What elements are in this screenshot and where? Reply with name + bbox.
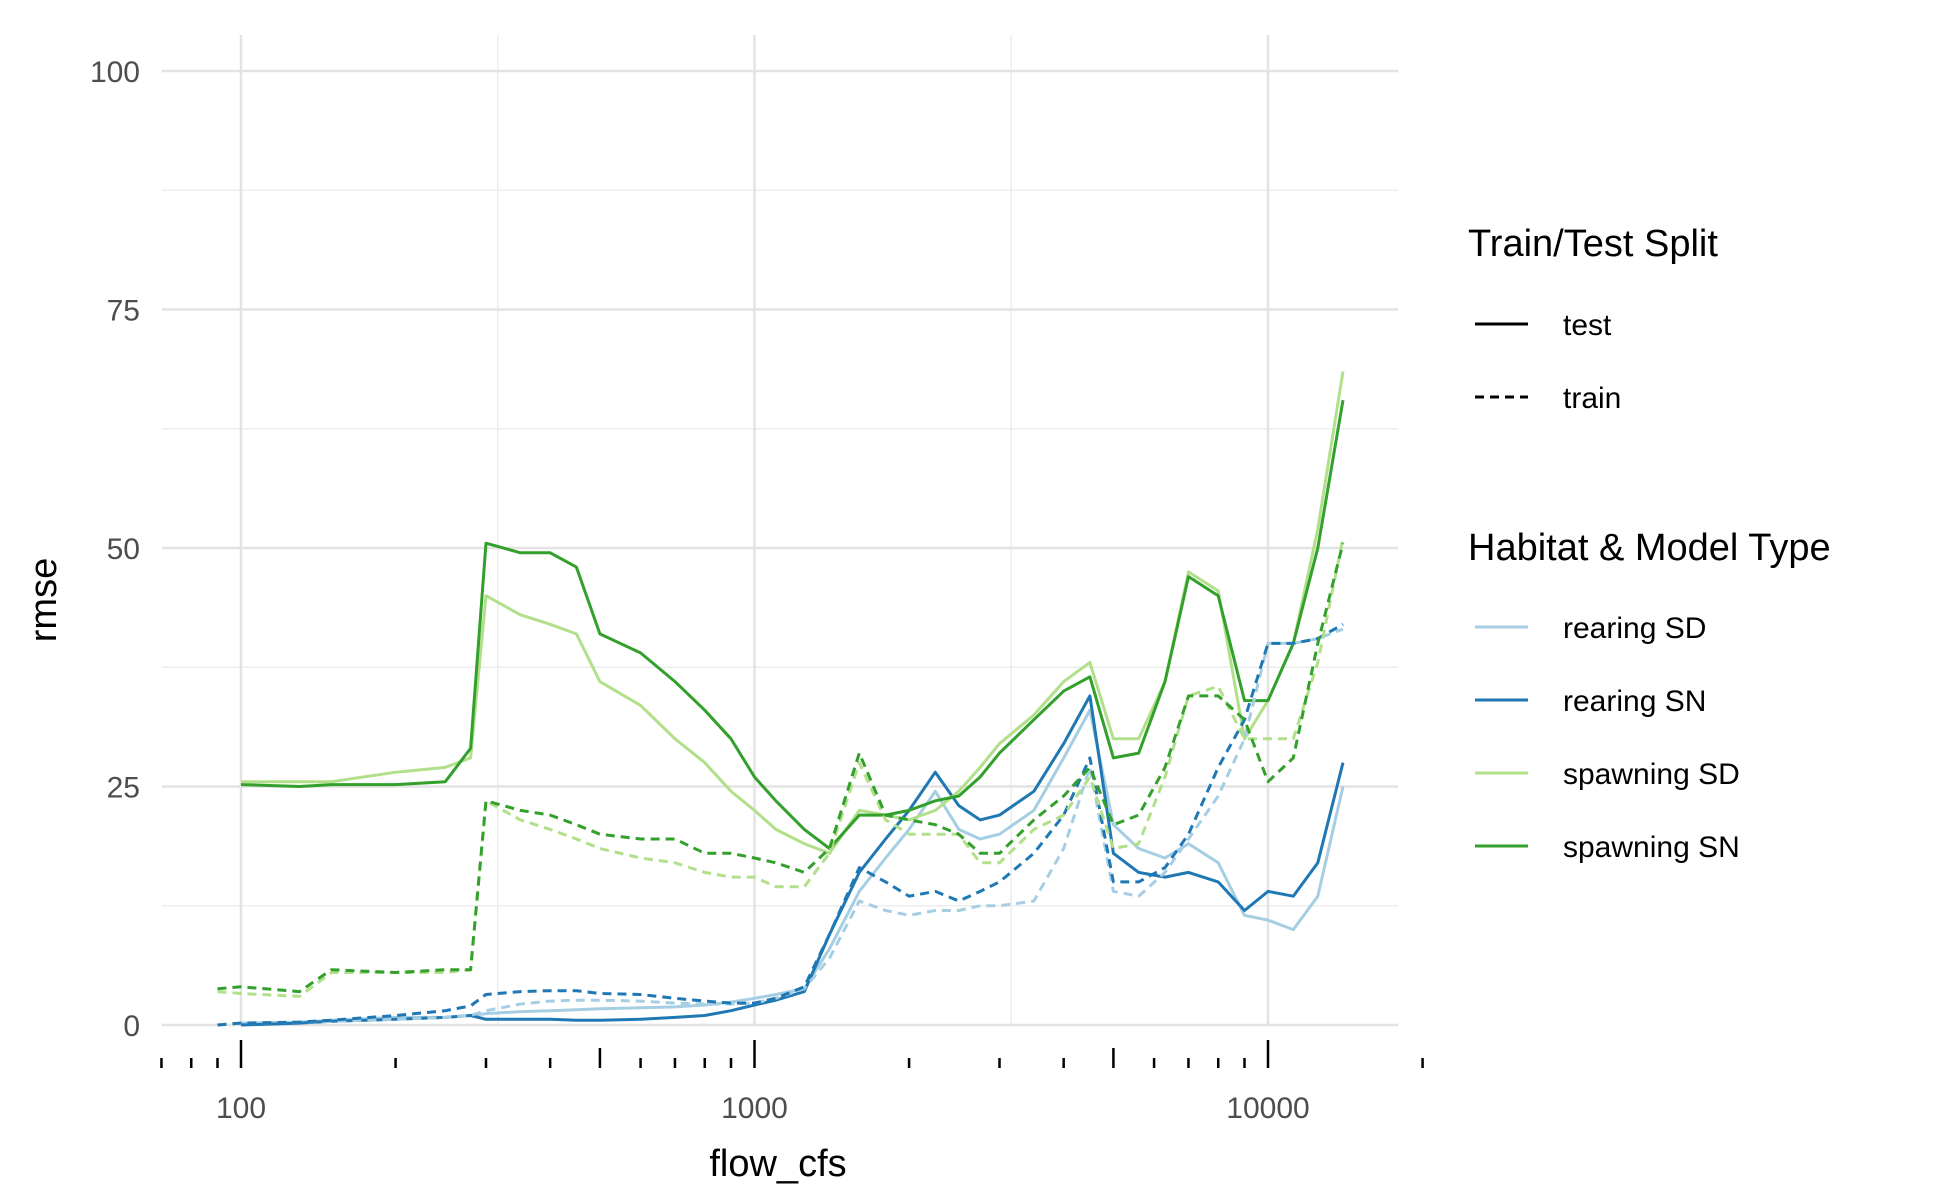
- x-tick-label: 1000: [721, 1092, 788, 1125]
- y-tick-label: 75: [107, 295, 140, 328]
- legend-label-spawning-sd: spawning SD: [1563, 758, 1740, 791]
- x-axis-tick-labels: 100 1000 10000: [216, 1092, 1310, 1125]
- y-axis-title: rmse: [23, 558, 65, 642]
- y-tick-label: 25: [107, 772, 140, 805]
- legend-label-test: test: [1563, 309, 1612, 342]
- series-line-spawning-sn-train: [217, 542, 1345, 994]
- legend-label-rearing-sd: rearing SD: [1563, 612, 1706, 645]
- series-line-rearing-sd-train: [217, 627, 1344, 1027]
- x-tick-label: 10000: [1226, 1092, 1309, 1125]
- legend-linetype-title: Train/Test Split: [1468, 223, 1718, 265]
- legend-label-spawning-sn: spawning SN: [1563, 831, 1740, 864]
- series-lines: [217, 371, 1345, 1027]
- series-line-rearing-sn-train: [217, 622, 1344, 1027]
- x-axis-log-ticks: [160, 1040, 1424, 1068]
- y-tick-label: 50: [107, 533, 140, 566]
- minor-gridlines: [162, 35, 1398, 1025]
- series-line-rearing-sn-test: [240, 694, 1345, 1027]
- legend-linetype: Train/Test Split test train: [1468, 223, 1718, 415]
- legend-color-items: rearing SD rearing SN spawning SD spawning …: [1475, 612, 1740, 864]
- series-line-spawning-sn-test: [240, 399, 1345, 850]
- legend-color-title: Habitat & Model Type: [1468, 527, 1831, 569]
- y-axis-tick-labels: 0 25 50 75 100: [90, 56, 140, 1043]
- y-tick-label: 0: [123, 1010, 140, 1043]
- major-gridlines: [162, 35, 1398, 1027]
- y-tick-label: 100: [90, 56, 140, 89]
- x-axis-title: flow_cfs: [709, 1143, 846, 1185]
- legend-label-rearing-sn: rearing SN: [1563, 685, 1706, 718]
- x-tick-label: 100: [216, 1092, 266, 1125]
- legend-linetype-items: test train: [1475, 309, 1621, 415]
- legend-label-train: train: [1563, 382, 1621, 415]
